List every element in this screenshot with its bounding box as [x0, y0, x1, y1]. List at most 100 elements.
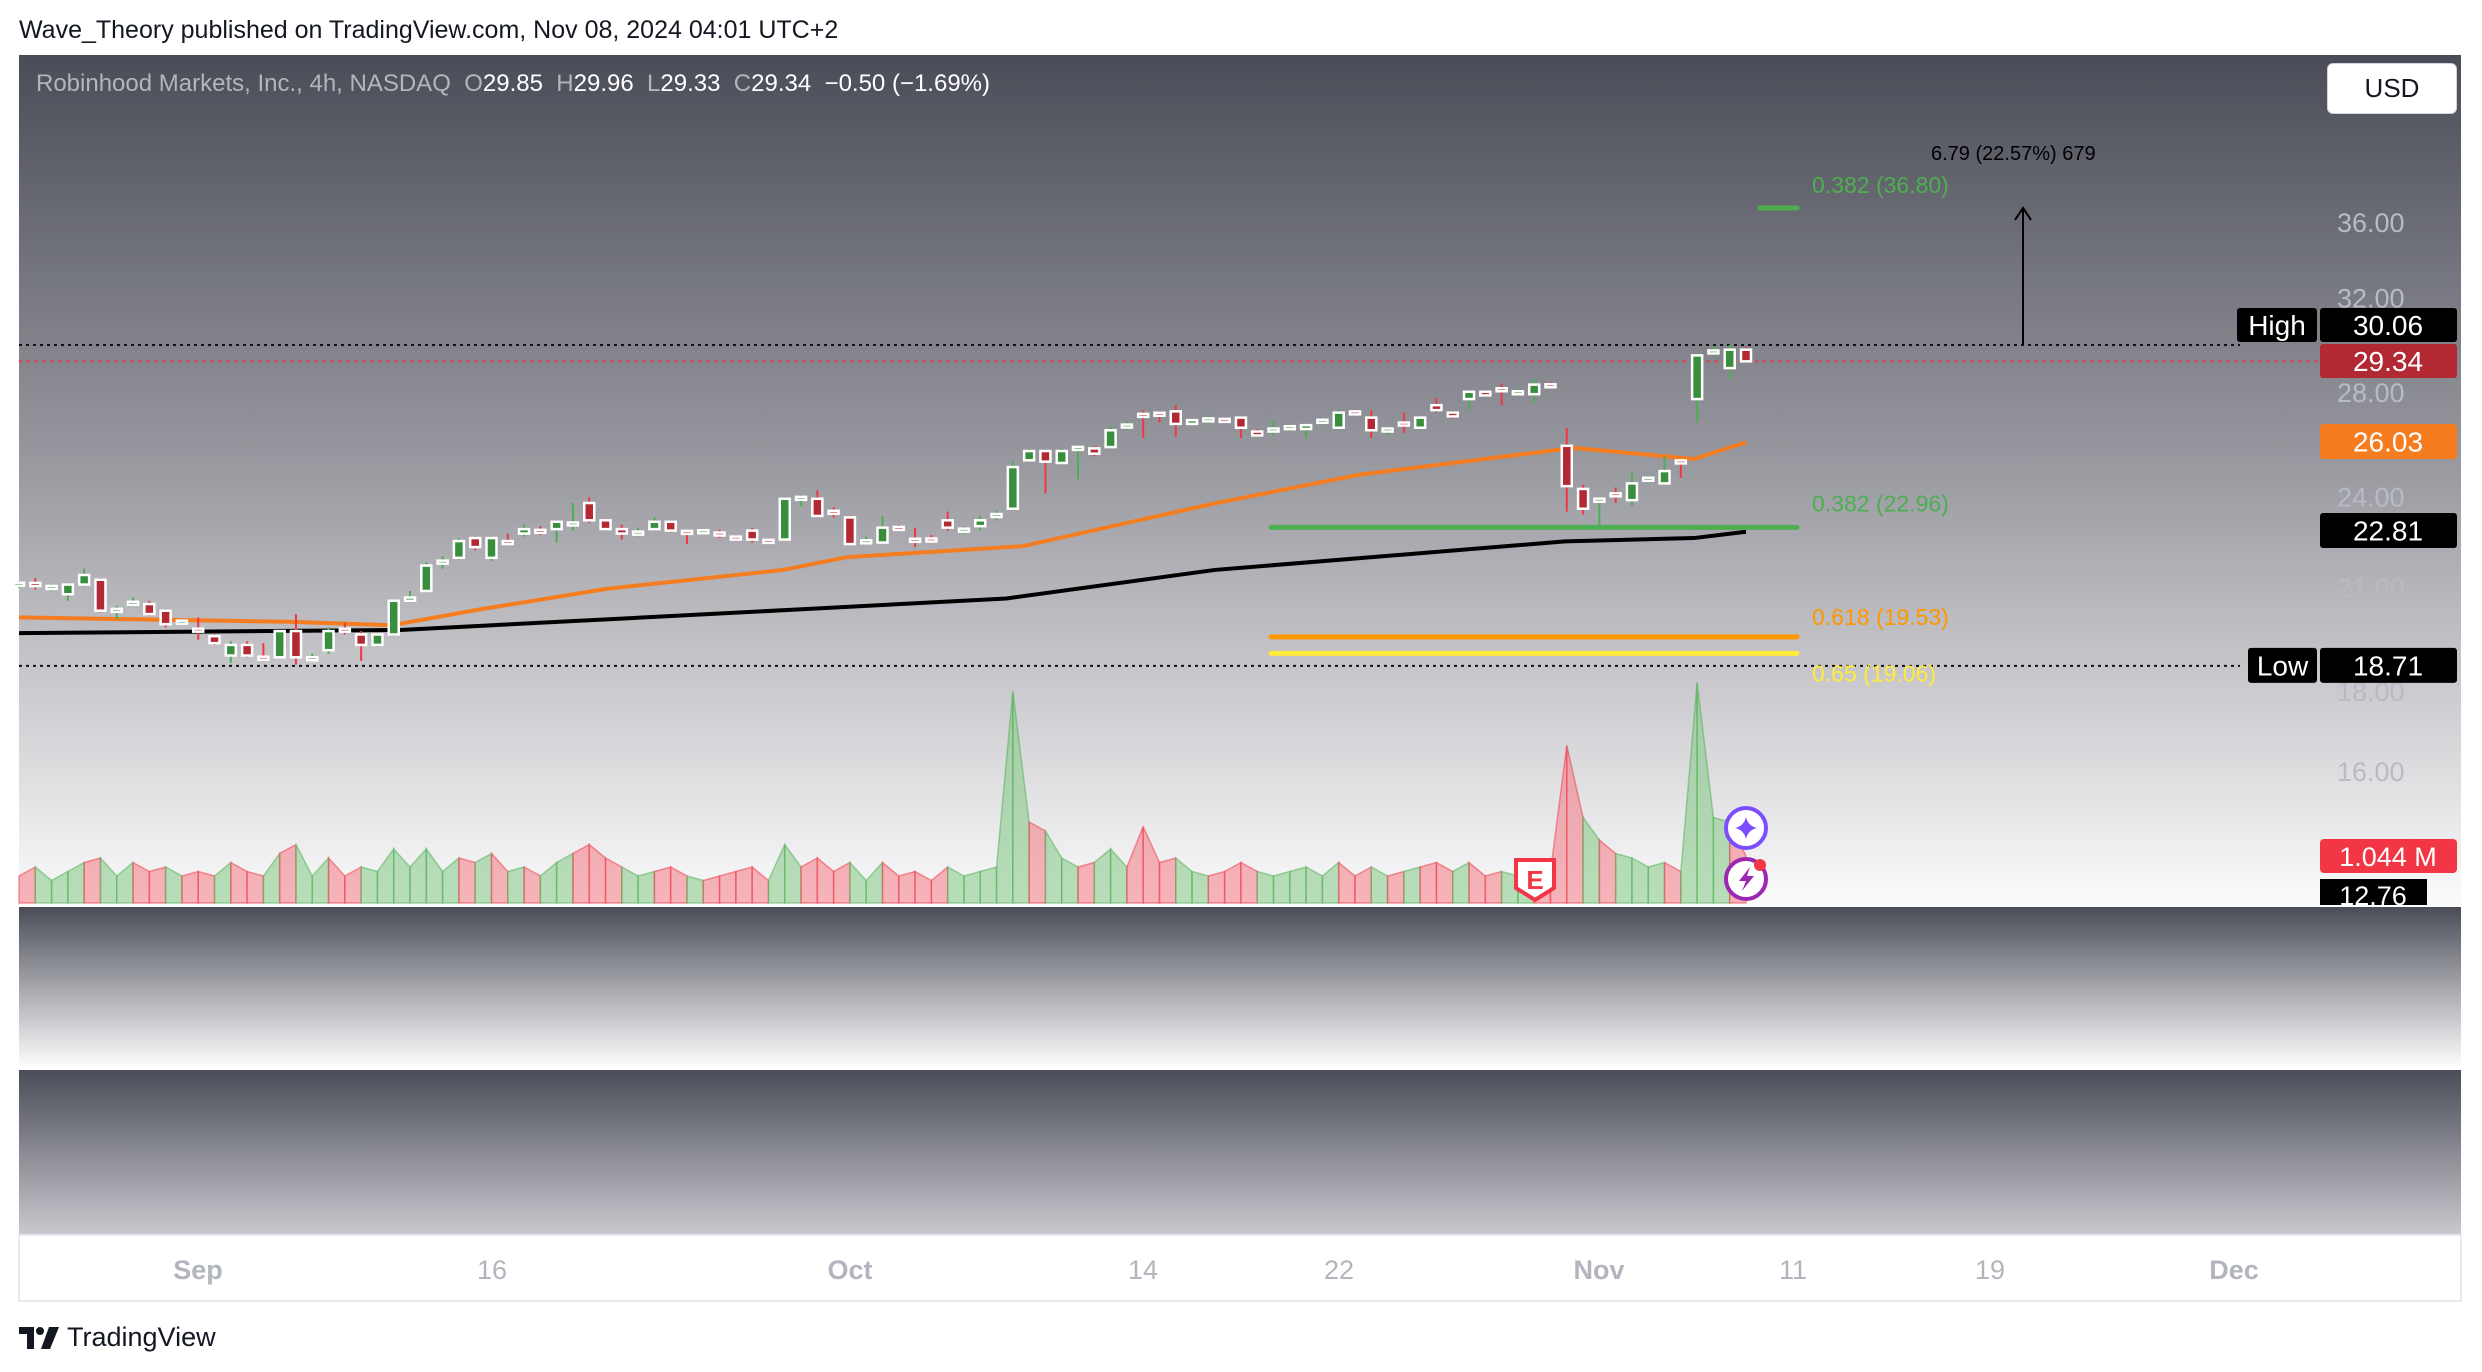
volume-segment	[1484, 870, 1503, 904]
lightning-icon	[1739, 867, 1754, 891]
candle	[925, 535, 938, 543]
candle	[1169, 405, 1183, 437]
candle-body	[1071, 445, 1085, 452]
time-tick-label: Dec	[2209, 1255, 2259, 1285]
candle	[191, 617, 205, 640]
fib-level-label: 0.618 (19.53)	[1812, 604, 1949, 630]
candle	[1674, 459, 1688, 478]
earnings-badge[interactable]: E	[1514, 858, 1556, 903]
candle	[485, 536, 498, 561]
candle-body	[517, 527, 531, 535]
price-tick-label: 21.00	[2337, 573, 2405, 603]
candle-body	[1299, 423, 1313, 431]
candle-body	[257, 655, 270, 661]
candle	[941, 511, 954, 531]
candle-body	[1576, 487, 1590, 510]
candle	[208, 634, 221, 645]
ideas-button[interactable]	[1724, 806, 1768, 850]
candle	[77, 568, 91, 587]
symbol-legend: Robinhood Markets, Inc., 4h, NASDAQ O29.…	[36, 70, 990, 98]
macd-pane[interactable]	[19, 907, 2461, 1065]
footer: TradingView	[19, 1322, 216, 1353]
volume-segment	[246, 870, 265, 904]
volume-segment	[360, 866, 379, 904]
candle	[664, 520, 677, 533]
candle	[338, 622, 352, 635]
close-value: 29.34	[751, 70, 812, 97]
measure-label: 6.79 (22.57%) 679	[1931, 143, 2096, 165]
candle-body	[1218, 417, 1231, 424]
candle	[1218, 417, 1231, 424]
volume-segment	[735, 866, 753, 904]
candle-body	[322, 629, 335, 652]
candle	[1462, 390, 1476, 411]
candle	[1039, 449, 1052, 494]
candle-body	[697, 529, 710, 535]
candle	[322, 627, 335, 654]
volume-value-box	[2320, 839, 2457, 873]
low-tag-box	[2248, 647, 2317, 683]
candle	[1690, 353, 1704, 423]
candle-body	[1511, 390, 1525, 396]
candle-body	[566, 521, 580, 527]
candle-body	[1690, 354, 1704, 401]
time-axis-labels: Sep 16 Oct 14 22 Nov 11 19 Dec	[173, 1255, 2259, 1285]
candle	[1006, 461, 1020, 511]
candle-body	[1234, 416, 1248, 429]
candle-body	[1641, 476, 1655, 483]
candle	[403, 590, 417, 603]
candle-body	[534, 528, 547, 535]
volume-segment	[83, 857, 102, 904]
candle-body	[1446, 411, 1459, 418]
main-pane[interactable]	[19, 55, 2461, 905]
candle	[1348, 410, 1362, 416]
candle-body	[468, 536, 482, 549]
volume-segment	[1419, 861, 1438, 904]
candle	[1299, 423, 1313, 438]
candle-body	[1169, 410, 1183, 426]
candle	[1250, 428, 1264, 437]
candle-body	[1723, 348, 1736, 370]
candle-body	[1022, 449, 1036, 462]
candle-body	[289, 629, 303, 659]
candle	[29, 578, 42, 590]
candle-body	[908, 537, 922, 544]
low-price-box	[2320, 647, 2457, 683]
candle	[126, 597, 140, 607]
candle	[240, 641, 254, 658]
time-tick-label: 22	[1324, 1255, 1354, 1285]
candle-body	[77, 573, 91, 586]
candle	[273, 629, 286, 659]
volume-segment	[963, 870, 982, 904]
candle-body	[191, 627, 205, 633]
candle	[1527, 378, 1541, 403]
candle-body	[859, 539, 873, 545]
candle-body	[387, 599, 400, 636]
currency-button[interactable]: USD	[2327, 63, 2457, 114]
rsi-pane[interactable]	[19, 1070, 2461, 1235]
candle-body	[436, 559, 449, 565]
candle	[1153, 411, 1166, 423]
candle-body	[1739, 348, 1753, 363]
volume-segment	[197, 870, 216, 904]
time-tick-label: Sep	[173, 1255, 223, 1285]
price-tick-label: 24.00	[2337, 482, 2405, 512]
candle	[762, 538, 775, 545]
candle-body	[745, 529, 759, 541]
candle	[631, 527, 645, 537]
candle	[1593, 497, 1606, 527]
candle-body	[1495, 386, 1508, 393]
fib-level-label: 0.382 (36.80)	[1812, 172, 1949, 198]
candle	[778, 497, 791, 542]
candle	[876, 515, 889, 545]
arrow-up-icon	[2014, 206, 2032, 221]
candle-body	[631, 530, 645, 536]
time-axis[interactable]	[18, 1234, 2462, 1302]
candle-body	[827, 509, 840, 516]
alerts-button[interactable]	[1724, 857, 1768, 901]
candle	[648, 517, 661, 531]
volume-segment	[278, 843, 297, 904]
candle-body	[794, 495, 808, 502]
